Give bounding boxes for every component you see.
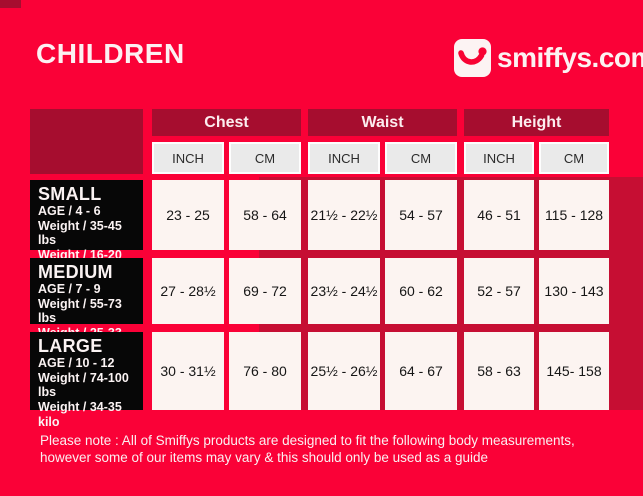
table-cell-large-chest-cm: 76 - 80	[229, 332, 301, 410]
size-name: LARGE	[38, 336, 103, 356]
size-table: Chest Waist Height INCH CM INCH CM INCH …	[30, 109, 643, 429]
table-cell-small-height-inch: 46 - 51	[464, 180, 534, 250]
smiffys-logo: smiffys.com	[454, 39, 643, 77]
table-cell-small-height-cm: 115 - 128	[539, 180, 609, 250]
logo-text: smiffys.com	[497, 42, 643, 73]
table-cell-medium-chest-inch: 27 - 28½	[152, 258, 224, 324]
table-cell-small-waist-inch: 21½ - 22½	[308, 180, 380, 250]
size-name: MEDIUM	[38, 262, 113, 282]
unit-header-waist-cm: CM	[385, 142, 457, 174]
table-cell-large-waist-inch: 25½ - 26½	[308, 332, 380, 410]
table-cell-medium-waist-inch: 23½ - 24½	[308, 258, 380, 324]
table-corner-header	[30, 109, 143, 174]
unit-header-chest-cm: CM	[229, 142, 301, 174]
size-label-small: SMALL AGE / 4 - 6 Weight / 35-45 lbs Wei…	[30, 180, 143, 277]
table-cell-large-height-cm: 145- 158	[539, 332, 609, 410]
page-title: CHILDREN	[36, 38, 185, 69]
size-details: AGE / 10 - 12 Weight / 74-100 lbs Weight…	[38, 355, 129, 429]
table-cell-small-chest-inch: 23 - 25	[152, 180, 224, 250]
column-group-chest: Chest	[152, 109, 301, 136]
table-cell-medium-height-cm: 130 - 143	[539, 258, 609, 324]
table-cell-medium-height-inch: 52 - 57	[464, 258, 534, 324]
table-cell-large-waist-cm: 64 - 67	[385, 332, 457, 410]
table-cell-medium-waist-cm: 60 - 62	[385, 258, 457, 324]
unit-header-height-inch: INCH	[464, 142, 534, 174]
table-cell-small-waist-cm: 54 - 57	[385, 180, 457, 250]
smile-icon	[454, 39, 491, 77]
column-group-waist: Waist	[308, 109, 457, 136]
unit-header-height-cm: CM	[539, 142, 609, 174]
table-cell-large-height-inch: 58 - 63	[464, 332, 534, 410]
unit-header-waist-inch: INCH	[308, 142, 380, 174]
table-cell-small-chest-cm: 58 - 64	[229, 180, 301, 250]
size-label-large: LARGE AGE / 10 - 12 Weight / 74-100 lbs …	[30, 332, 143, 429]
disclaimer-note: Please note : All of Smiffys products ar…	[40, 433, 575, 465]
column-group-height: Height	[464, 109, 609, 136]
corner-mark	[0, 0, 21, 8]
table-cell-large-chest-inch: 30 - 31½	[152, 332, 224, 410]
table-cell-medium-chest-cm: 69 - 72	[229, 258, 301, 324]
size-name: SMALL	[38, 184, 102, 204]
unit-header-chest-inch: INCH	[152, 142, 224, 174]
size-label-medium: MEDIUM AGE / 7 - 9 Weight / 55-73 lbs We…	[30, 258, 143, 355]
